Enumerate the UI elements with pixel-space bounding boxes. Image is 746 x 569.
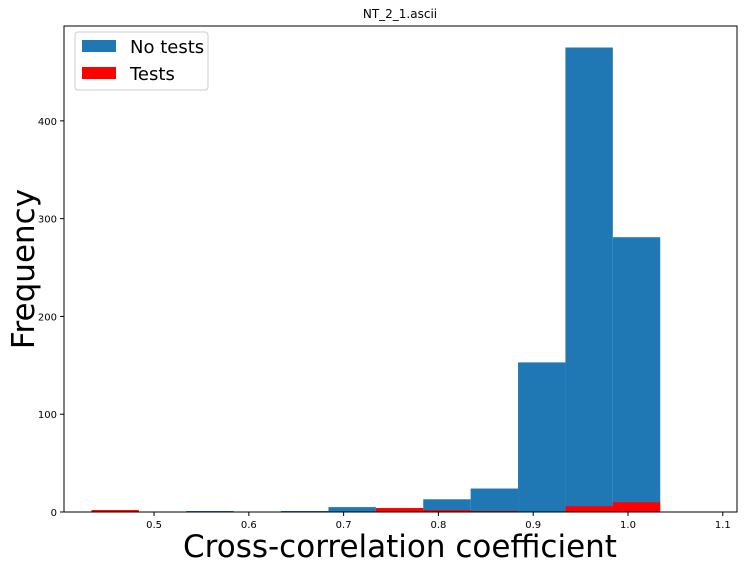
x-tick-label: 0.7 [336, 520, 352, 531]
y-axis-ticks: 0 100 200 300 400 [38, 117, 64, 519]
bar-tests-0 [91, 510, 139, 512]
x-tick-label: 0.5 [146, 520, 162, 531]
bar-no-tests-6 [518, 362, 566, 512]
bar-no-tests-7 [565, 47, 613, 513]
x-tick-label: 0.8 [430, 520, 446, 531]
x-tick-label: 0.6 [241, 520, 257, 531]
bar-no-tests-2 [328, 507, 376, 512]
legend-label-no-tests: No tests [130, 37, 204, 58]
bar-no-tests-4 [423, 499, 471, 512]
legend-swatch-no-tests [82, 40, 116, 52]
bar-tests-4 [565, 506, 613, 512]
bar-no-tests-8 [612, 237, 661, 513]
bars-group [91, 47, 661, 513]
y-tick-label: 100 [38, 410, 57, 421]
x-axis-ticks: 0.5 0.6 0.7 0.8 0.9 1.0 1.1 [146, 512, 731, 531]
chart-title: NT_2_1.ascii [363, 7, 437, 21]
bar-tests-1 [375, 508, 424, 512]
x-axis-label: Cross-correlation coefficient [183, 529, 617, 565]
y-tick-label: 0 [51, 508, 57, 519]
x-tick-label: 0.9 [525, 520, 541, 531]
x-tick-label: 1.1 [715, 520, 731, 531]
plot-frame [63, 25, 738, 513]
bar-tests-2 [423, 510, 471, 512]
legend-swatch-tests [82, 67, 116, 79]
bar-no-tests-5 [470, 488, 519, 512]
y-tick-label: 200 [38, 312, 57, 323]
x-tick-label: 1.0 [620, 520, 636, 531]
y-tick-label: 400 [38, 117, 57, 128]
y-axis-label: Frequency [6, 189, 42, 349]
legend-label-tests: Tests [129, 64, 175, 85]
bar-tests-5 [612, 502, 661, 512]
y-tick-label: 300 [38, 215, 57, 226]
legend: No tests Tests [74, 31, 209, 91]
